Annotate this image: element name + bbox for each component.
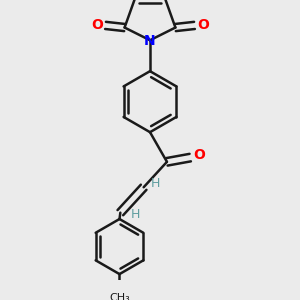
Text: H: H <box>130 208 140 221</box>
Text: CH₃: CH₃ <box>109 293 130 300</box>
Text: N: N <box>144 34 156 48</box>
Text: O: O <box>194 148 206 163</box>
Text: H: H <box>151 176 160 190</box>
Text: O: O <box>91 18 103 32</box>
Text: O: O <box>197 18 209 32</box>
